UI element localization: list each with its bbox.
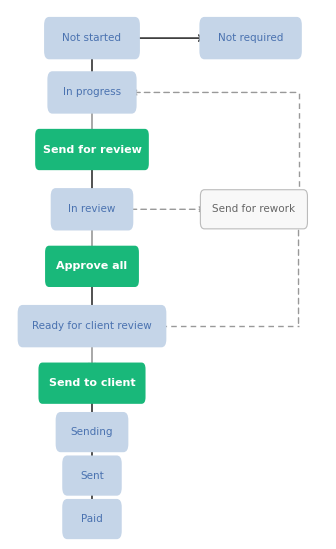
- Text: Send to client: Send to client: [49, 378, 135, 388]
- Text: Approve all: Approve all: [56, 261, 128, 271]
- FancyBboxPatch shape: [44, 17, 140, 59]
- FancyBboxPatch shape: [199, 17, 302, 59]
- FancyBboxPatch shape: [56, 412, 128, 452]
- FancyBboxPatch shape: [45, 246, 139, 287]
- Text: Ready for client review: Ready for client review: [32, 321, 152, 331]
- FancyBboxPatch shape: [18, 305, 166, 348]
- FancyBboxPatch shape: [62, 499, 122, 539]
- Text: In progress: In progress: [63, 87, 121, 97]
- Text: Send for review: Send for review: [43, 144, 141, 154]
- FancyBboxPatch shape: [47, 71, 137, 114]
- Text: Sending: Sending: [71, 427, 113, 437]
- FancyBboxPatch shape: [38, 362, 145, 404]
- Text: Paid: Paid: [81, 514, 103, 524]
- Text: Not required: Not required: [218, 33, 283, 43]
- FancyBboxPatch shape: [200, 190, 307, 229]
- Text: Not started: Not started: [62, 33, 122, 43]
- Text: Sent: Sent: [80, 470, 104, 480]
- Text: In review: In review: [68, 204, 116, 214]
- FancyBboxPatch shape: [62, 456, 122, 496]
- FancyBboxPatch shape: [35, 129, 149, 170]
- Text: Send for rework: Send for rework: [212, 204, 295, 214]
- FancyBboxPatch shape: [51, 188, 133, 231]
